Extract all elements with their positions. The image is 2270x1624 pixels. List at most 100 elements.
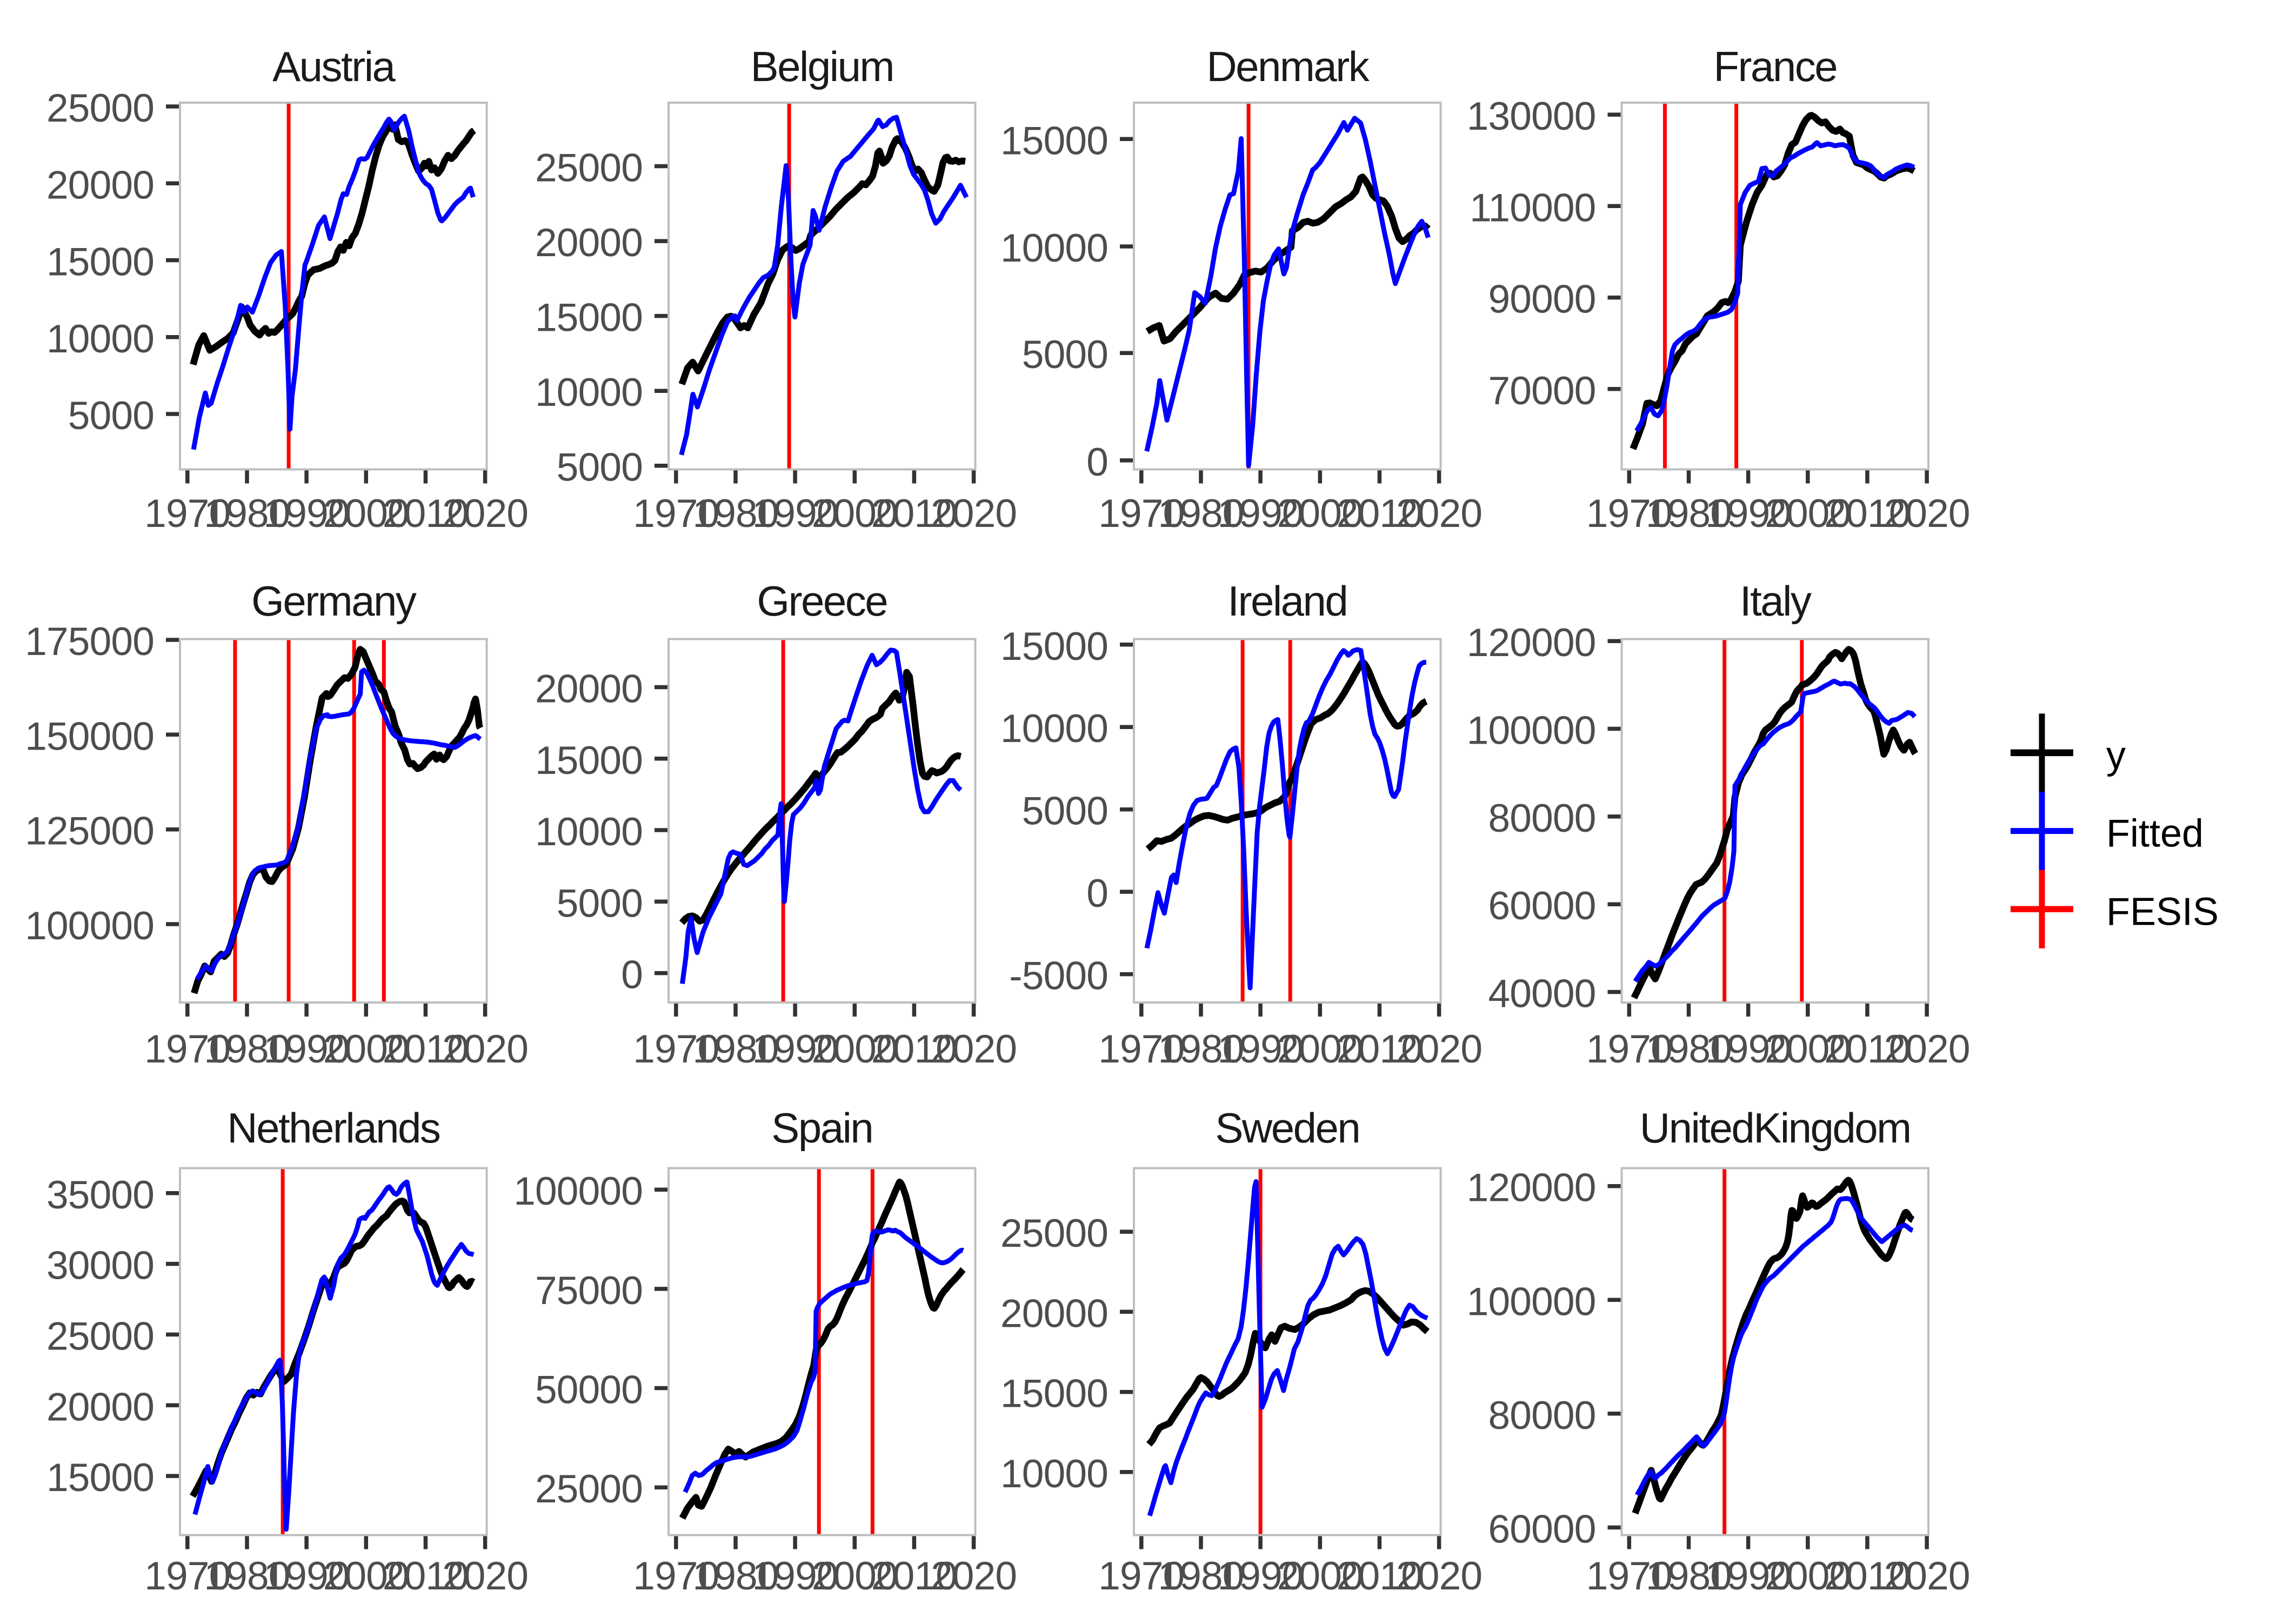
svg-text:15000: 15000 <box>1000 625 1108 669</box>
svg-text:110000: 110000 <box>1470 186 1595 230</box>
svg-text:Germany: Germany <box>251 577 417 625</box>
svg-text:1980: 1980 <box>1158 1554 1244 1598</box>
svg-text:1970: 1970 <box>1098 492 1184 536</box>
svg-text:y: y <box>2106 734 2126 777</box>
svg-text:1990: 1990 <box>1217 492 1303 536</box>
svg-text:1980: 1980 <box>204 1554 290 1598</box>
svg-text:2010: 2010 <box>383 1554 469 1598</box>
svg-text:125000: 125000 <box>25 810 154 853</box>
svg-text:2000: 2000 <box>812 1554 898 1598</box>
svg-text:1970: 1970 <box>1586 1027 1672 1071</box>
svg-text:1990: 1990 <box>263 1554 349 1598</box>
svg-text:35000: 35000 <box>46 1173 154 1217</box>
svg-text:5000: 5000 <box>1022 333 1108 377</box>
svg-text:Ireland: Ireland <box>1227 577 1347 625</box>
svg-text:1980: 1980 <box>204 492 290 536</box>
svg-text:1990: 1990 <box>752 1027 838 1071</box>
svg-text:1980: 1980 <box>1646 1027 1732 1071</box>
svg-text:1980: 1980 <box>1158 492 1244 536</box>
svg-text:1980: 1980 <box>1646 492 1732 536</box>
svg-text:Greece: Greece <box>757 577 887 625</box>
svg-text:2000: 2000 <box>323 492 409 536</box>
svg-text:15000: 15000 <box>1000 1372 1108 1416</box>
svg-text:1970: 1970 <box>633 492 719 536</box>
svg-text:1990: 1990 <box>1705 492 1791 536</box>
svg-text:-5000: -5000 <box>1009 954 1108 998</box>
svg-text:20000: 20000 <box>1000 1292 1108 1335</box>
svg-text:1990: 1990 <box>752 492 838 536</box>
svg-text:2010: 2010 <box>1337 1554 1423 1598</box>
svg-text:2000: 2000 <box>323 1554 409 1598</box>
svg-text:2000: 2000 <box>1277 492 1363 536</box>
svg-text:5000: 5000 <box>68 394 154 438</box>
svg-text:2010: 2010 <box>1824 1554 1910 1598</box>
svg-text:10000: 10000 <box>1000 226 1108 270</box>
svg-text:80000: 80000 <box>1488 1394 1596 1438</box>
svg-text:1990: 1990 <box>1217 1027 1303 1071</box>
svg-text:175000: 175000 <box>25 620 154 664</box>
svg-text:15000: 15000 <box>535 296 643 340</box>
svg-text:France: France <box>1713 43 1837 90</box>
svg-text:1970: 1970 <box>633 1027 719 1071</box>
svg-text:2000: 2000 <box>812 492 898 536</box>
svg-text:2020: 2020 <box>442 492 528 536</box>
svg-text:15000: 15000 <box>1000 119 1108 163</box>
svg-text:2020: 2020 <box>1396 492 1482 536</box>
svg-text:1990: 1990 <box>263 1027 349 1071</box>
svg-text:2010: 2010 <box>383 1027 469 1071</box>
svg-text:1980: 1980 <box>692 1027 778 1071</box>
svg-text:1970: 1970 <box>1586 1554 1672 1598</box>
svg-text:1970: 1970 <box>1098 1554 1184 1598</box>
svg-text:1970: 1970 <box>1098 1027 1184 1071</box>
svg-text:2020: 2020 <box>1884 1027 1969 1071</box>
svg-text:75000: 75000 <box>535 1269 643 1313</box>
svg-text:20000: 20000 <box>46 1385 154 1429</box>
svg-text:30000: 30000 <box>46 1244 154 1288</box>
svg-text:25000: 25000 <box>535 1467 643 1511</box>
svg-text:2000: 2000 <box>1277 1554 1363 1598</box>
svg-text:100000: 100000 <box>513 1169 643 1213</box>
svg-text:1990: 1990 <box>752 1554 838 1598</box>
svg-text:50000: 50000 <box>535 1368 643 1412</box>
svg-text:2010: 2010 <box>871 492 957 536</box>
svg-text:25000: 25000 <box>1000 1212 1108 1255</box>
svg-text:1990: 1990 <box>1217 1554 1303 1598</box>
svg-text:1980: 1980 <box>1158 1027 1244 1071</box>
svg-text:2020: 2020 <box>931 492 1017 536</box>
svg-text:Italy: Italy <box>1740 577 1812 625</box>
svg-text:1980: 1980 <box>692 492 778 536</box>
svg-text:60000: 60000 <box>1488 1507 1596 1551</box>
svg-text:130000: 130000 <box>1467 95 1596 138</box>
svg-text:2000: 2000 <box>1277 1027 1363 1071</box>
svg-text:Fitted: Fitted <box>2106 812 2204 856</box>
svg-text:0: 0 <box>1086 872 1108 915</box>
svg-text:Spain: Spain <box>771 1104 872 1152</box>
svg-text:2020: 2020 <box>1884 1554 1969 1598</box>
svg-text:UnitedKingdom: UnitedKingdom <box>1640 1104 1911 1152</box>
svg-text:2010: 2010 <box>1824 1027 1910 1071</box>
svg-text:25000: 25000 <box>46 1314 154 1358</box>
svg-text:2020: 2020 <box>1396 1027 1482 1071</box>
svg-text:5000: 5000 <box>557 881 643 925</box>
svg-text:1970: 1970 <box>144 1554 230 1598</box>
svg-text:Denmark: Denmark <box>1206 43 1370 90</box>
svg-text:20000: 20000 <box>46 163 154 207</box>
svg-text:2010: 2010 <box>1337 1027 1423 1071</box>
svg-text:1990: 1990 <box>1705 1554 1791 1598</box>
svg-text:2000: 2000 <box>1765 1027 1851 1071</box>
svg-text:1970: 1970 <box>1586 492 1672 536</box>
svg-text:Austria: Austria <box>272 43 396 90</box>
svg-text:90000: 90000 <box>1488 278 1596 322</box>
svg-text:2010: 2010 <box>871 1027 957 1071</box>
svg-text:100000: 100000 <box>1467 1280 1596 1324</box>
svg-text:0: 0 <box>621 953 643 997</box>
svg-text:10000: 10000 <box>535 371 643 415</box>
svg-text:2010: 2010 <box>1824 492 1910 536</box>
svg-text:20000: 20000 <box>535 221 643 265</box>
svg-text:Netherlands: Netherlands <box>227 1104 440 1152</box>
svg-text:Belgium: Belgium <box>751 43 893 90</box>
svg-text:15000: 15000 <box>46 1456 154 1500</box>
svg-text:1980: 1980 <box>204 1027 290 1071</box>
svg-text:25000: 25000 <box>46 86 154 130</box>
svg-text:15000: 15000 <box>46 240 154 284</box>
